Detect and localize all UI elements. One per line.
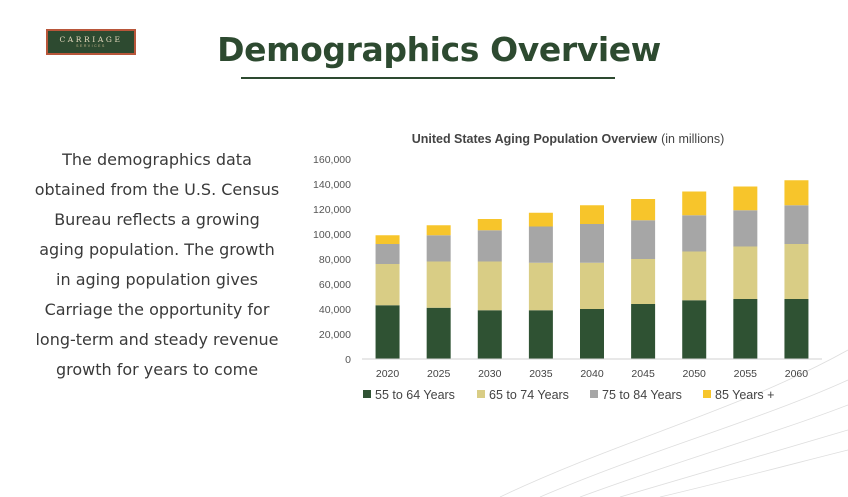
bar-segment <box>733 210 758 247</box>
bars <box>375 180 809 359</box>
legend: 55 to 64 Years 65 to 74 Years 75 to 84 Yea… <box>363 388 774 402</box>
bar-segment <box>784 205 809 244</box>
y-tick-label: 160,000 <box>313 154 351 166</box>
legend-swatch <box>363 390 371 398</box>
y-tick-label: 120,000 <box>313 204 351 216</box>
bar-segment <box>682 191 707 216</box>
y-tick-label: 0 <box>345 354 351 366</box>
bar-segment <box>784 180 809 206</box>
y-tick-label: 140,000 <box>313 179 351 191</box>
logo-text: CARRIAGE <box>59 35 123 44</box>
bar-segment <box>477 219 502 231</box>
bar-segment <box>733 186 758 211</box>
bar-segment <box>580 205 604 224</box>
bar-segment <box>528 212 553 227</box>
bar-segment <box>375 264 400 306</box>
bar-segment <box>528 262 553 311</box>
bar-segment <box>426 261 451 308</box>
x-tick-label: 2025 <box>427 368 451 380</box>
legend-swatch <box>477 390 485 398</box>
chart-title: United States Aging Population Overview(… <box>412 132 725 146</box>
y-tick-label: 100,000 <box>313 229 351 241</box>
y-tick-label: 40,000 <box>319 304 351 316</box>
bar-segment <box>375 235 400 244</box>
bar-segment <box>631 199 656 221</box>
bar-segment <box>580 262 604 309</box>
chart-title-units: (in millions) <box>661 132 724 146</box>
legend-swatch <box>703 390 711 398</box>
bar-segment <box>580 224 604 263</box>
bar-segment <box>375 305 400 359</box>
legend-label: 55 to 64 Years <box>375 388 455 402</box>
bar-segment <box>784 244 809 299</box>
x-axis: 2020 2025 2030 2035 2040 2045 2050 2055 2060 <box>376 368 808 380</box>
x-tick-label: 2030 <box>478 368 502 380</box>
bar-segment <box>477 310 502 359</box>
bar-segment <box>682 251 707 301</box>
description-text: The demographics data obtained from the … <box>34 150 280 379</box>
x-tick-label: 2045 <box>631 368 655 380</box>
carriage-logo: CARRIAGE SERVICES <box>46 29 136 55</box>
y-axis: 0 20,000 40,000 60,000 80,000 100,000 120,000 1… <box>313 154 351 366</box>
bar-segment <box>375 244 400 264</box>
chart-title-main: United States Aging Population Overview <box>412 132 658 146</box>
y-tick-label: 60,000 <box>319 279 351 291</box>
y-tick-label: 20,000 <box>319 329 351 341</box>
bar-segment <box>631 304 656 359</box>
x-tick-label: 2040 <box>580 368 604 380</box>
bar-segment <box>733 246 758 299</box>
x-tick-label: 2035 <box>529 368 553 380</box>
logo-subtext: SERVICES <box>76 44 106 48</box>
bar-segment <box>528 226 553 263</box>
bar-segment <box>631 220 656 259</box>
bar-segment <box>426 307 451 359</box>
legend-label: 75 to 84 Years <box>602 388 682 402</box>
bar-segment <box>631 259 656 304</box>
x-tick-label: 2020 <box>376 368 400 380</box>
title-underline <box>241 77 615 79</box>
bar-segment <box>682 215 707 252</box>
x-tick-label: 2055 <box>734 368 758 380</box>
x-tick-label: 2050 <box>683 368 707 380</box>
bar-segment <box>733 299 758 359</box>
legend-label: 65 to 74 Years <box>489 388 569 402</box>
bar-segment <box>477 261 502 311</box>
y-tick-label: 80,000 <box>319 254 351 266</box>
bar-segment <box>580 309 604 359</box>
bar-segment <box>682 300 707 359</box>
legend-swatch <box>590 390 598 398</box>
legend-label: 85 Years + <box>715 388 774 402</box>
x-tick-label: 2060 <box>785 368 809 380</box>
bar-segment <box>528 310 553 359</box>
page-title: Demographics Overview <box>217 30 661 69</box>
bar-segment <box>784 299 809 359</box>
bar-segment <box>477 230 502 262</box>
bar-segment <box>426 235 451 262</box>
bar-segment <box>426 225 451 236</box>
